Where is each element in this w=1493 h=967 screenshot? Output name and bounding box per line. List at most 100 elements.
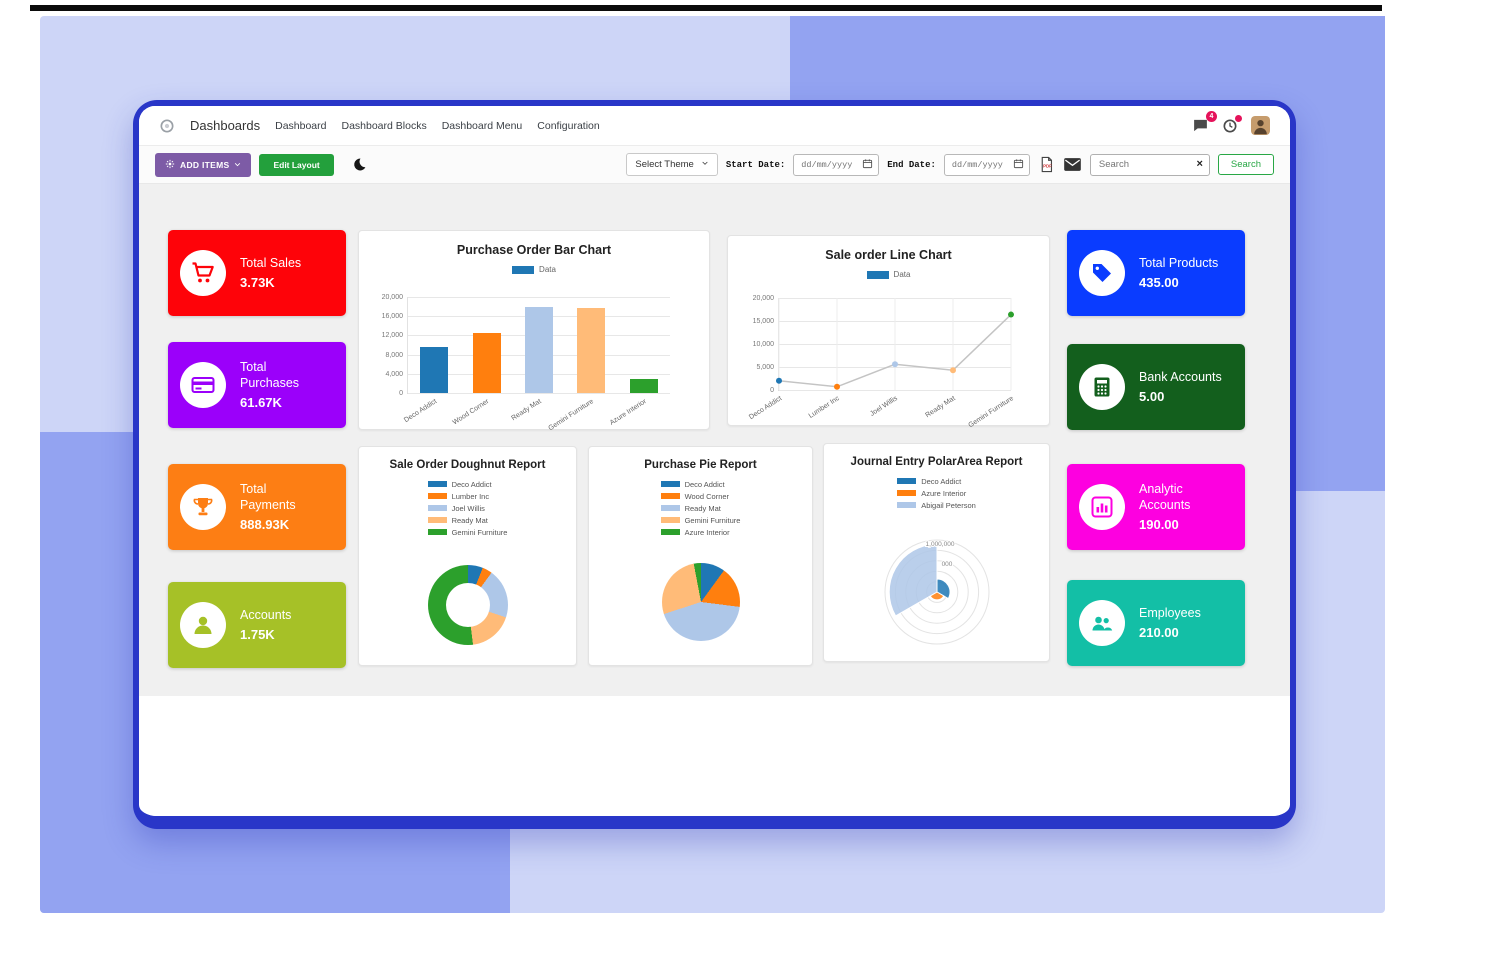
bar-chart-plot: 0 4,000 8,000 12,000 16,000 20,000 Deco Addict…: [382, 294, 670, 432]
app-title[interactable]: Dashboards: [190, 118, 261, 133]
chart-title: Sale order Line Chart: [825, 248, 952, 262]
legend-item[interactable]: Abigail Peterson: [897, 499, 976, 511]
page-top-bar: [30, 5, 1382, 11]
legend-swatch: [660, 517, 680, 523]
clear-search-icon[interactable]: ×: [1196, 158, 1203, 170]
legend-swatch: [427, 517, 447, 523]
dashboard-toolbar: ADD ITEMS Edit Layout Select Theme Start…: [139, 146, 1290, 184]
legend-swatch: [512, 265, 535, 274]
kpi-label: Bank Accounts: [1139, 370, 1222, 385]
legend-label: Gemini Furniture: [684, 515, 741, 525]
legend-label: Azure Interior: [921, 488, 967, 498]
dark-mode-moon-icon[interactable]: [352, 157, 367, 172]
legend-item[interactable]: Wood Corner: [660, 490, 741, 502]
start-date-input[interactable]: [799, 158, 860, 171]
x-axis-label: Wood Corner: [451, 398, 491, 427]
search-button[interactable]: Search: [1217, 154, 1274, 175]
chart-title: Sale Order Doughnut Report: [389, 459, 546, 471]
legend-item[interactable]: Deco Addict: [897, 475, 976, 487]
legend-item[interactable]: Lumber Inc: [427, 490, 508, 502]
app-logo-icon[interactable]: [159, 118, 175, 134]
chevron-down-icon: [234, 160, 241, 170]
kpi-bank-accounts[interactable]: Bank Accounts 5.00: [1067, 344, 1245, 430]
chart-legend: Data: [359, 265, 709, 274]
x-axis-label: Deco Addict: [402, 398, 438, 425]
end-date-field[interactable]: [943, 153, 1030, 176]
legend-item[interactable]: Ready Mat: [427, 514, 508, 526]
kpi-value: 210.00: [1139, 624, 1179, 640]
legend-label[interactable]: Data: [893, 270, 911, 279]
y-axis-label: 12,000: [381, 332, 403, 340]
kpi-total-purchases[interactable]: Total Purchases 61.67K: [168, 342, 346, 428]
legend-label: Gemini Furniture: [451, 527, 508, 537]
purchase-pie-card: Purchase Pie Report Deco Addict Wood Corn…: [588, 446, 813, 666]
calendar-icon[interactable]: [862, 156, 873, 174]
sale-order-line-chart-card: Sale order Line Chart Data 0 5,000 10,000 1…: [727, 235, 1050, 429]
user-icon: [180, 602, 226, 648]
nav-item-dashboard-blocks[interactable]: Dashboard Blocks: [341, 119, 427, 132]
kpi-accounts[interactable]: Accounts 1.75K: [168, 582, 346, 668]
legend-label: Ready Mat: [684, 503, 721, 513]
legend-swatch: [660, 481, 680, 487]
nav-item-dashboard-menu[interactable]: Dashboard Menu: [441, 119, 523, 132]
legend-item[interactable]: Azure Interior: [660, 526, 741, 538]
y-axis-label: 16,000: [381, 313, 403, 321]
y-axis-label: 5,000: [756, 364, 774, 371]
export-pdf-icon[interactable]: PDF: [1038, 156, 1055, 173]
legend-swatch: [897, 502, 917, 508]
legend-item[interactable]: Ready Mat: [660, 502, 741, 514]
legend-item[interactable]: Gemini Furniture: [660, 514, 741, 526]
end-date-input[interactable]: [949, 158, 1010, 171]
kpi-employees[interactable]: Employees 210.00: [1067, 580, 1245, 666]
y-axis-label: 20,000: [381, 294, 403, 301]
select-theme-dropdown[interactable]: Select Theme: [626, 153, 718, 176]
start-date-field[interactable]: [793, 153, 880, 176]
search-field[interactable]: ×: [1089, 153, 1210, 176]
x-axis-label: Ready Mat: [510, 398, 543, 423]
calendar-icon[interactable]: [1013, 156, 1024, 174]
legend-label: Deco Addict: [684, 479, 725, 489]
kpi-total-products[interactable]: Total Products 435.00: [1067, 230, 1245, 316]
legend-label: Deco Addict: [921, 476, 962, 486]
add-items-label: ADD ITEMS: [180, 159, 230, 170]
activities-clock-icon[interactable]: [1222, 113, 1243, 134]
edit-layout-button[interactable]: Edit Layout: [259, 153, 334, 176]
send-mail-icon[interactable]: [1063, 155, 1082, 174]
legend-swatch: [660, 529, 680, 535]
messages-icon[interactable]: 4: [1192, 111, 1217, 134]
end-date-label: End Date:: [887, 159, 936, 170]
kpi-analytic-accounts[interactable]: Analytic Accounts 190.00: [1067, 464, 1245, 550]
legend-label[interactable]: Data: [539, 265, 556, 274]
add-items-button[interactable]: ADD ITEMS: [155, 152, 252, 177]
nav-item-configuration[interactable]: Configuration: [537, 119, 600, 132]
nav-item-dashboard[interactable]: Dashboard: [275, 119, 327, 132]
y-axis-label: 0: [770, 387, 774, 394]
polar-area-chart: 1,000,000 000: [884, 539, 989, 645]
kpi-value: 190.00: [1139, 516, 1179, 532]
legend-item[interactable]: Deco Addict: [427, 478, 508, 490]
legend-item[interactable]: Joel Willis: [427, 502, 508, 514]
kpi-label: Total Sales: [240, 256, 302, 271]
legend-item[interactable]: Azure Interior: [897, 487, 976, 499]
y-axis-label: 10,000: [752, 341, 774, 348]
x-axis-label: Gemini Furniture: [547, 398, 596, 433]
legend-item[interactable]: Deco Addict: [660, 478, 741, 490]
legend-label: Joel Willis: [451, 503, 485, 513]
user-avatar[interactable]: [1251, 116, 1270, 135]
bar: [472, 333, 501, 393]
x-axis-label: Lumber Inc: [807, 395, 841, 420]
messages-badge: 4: [1206, 111, 1217, 122]
purchase-order-bar-chart-card: Purchase Order Bar Chart Data 0 4,000 8,00…: [358, 230, 710, 432]
top-navbar: Dashboards Dashboard Dashboard Blocks Da…: [139, 106, 1290, 146]
chart-legend: Deco Addict Wood Corner Ready Mat Gemini Fu…: [589, 478, 812, 540]
legend-item[interactable]: Gemini Furniture: [427, 526, 508, 538]
y-axis-label: 20,000: [752, 295, 774, 302]
bar: [577, 307, 606, 393]
kpi-label: Total Payments: [240, 482, 296, 512]
kpi-total-sales[interactable]: Total Sales 3.73K: [168, 230, 346, 316]
kpi-label: Analytic Accounts: [1139, 482, 1191, 512]
kpi-value: 61.67K: [240, 394, 282, 410]
search-input[interactable]: [1096, 158, 1197, 171]
kpi-total-payments[interactable]: Total Payments 888.93K: [168, 464, 346, 550]
legend-swatch: [866, 270, 889, 279]
